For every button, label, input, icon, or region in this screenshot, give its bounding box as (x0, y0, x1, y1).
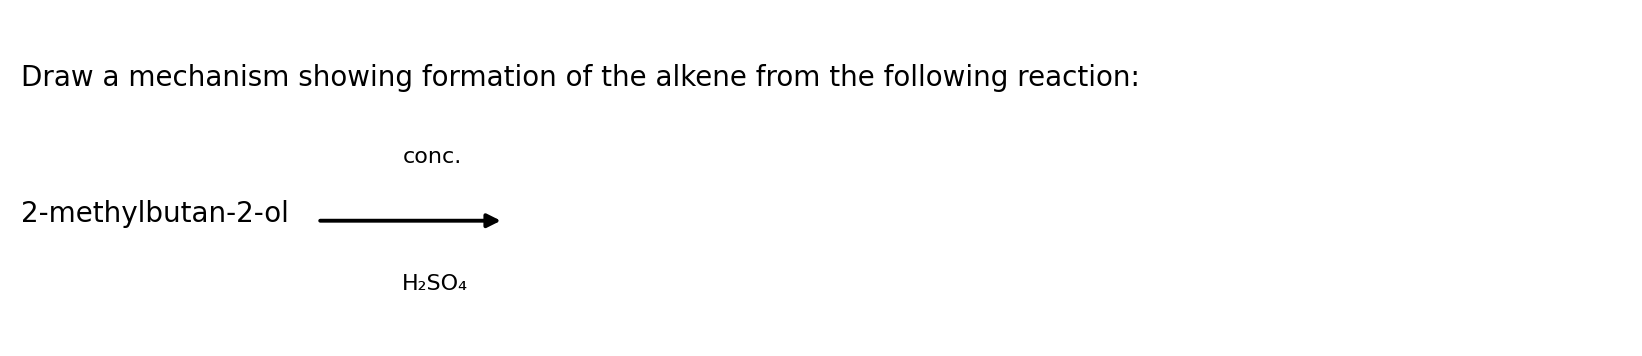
Text: 2-methylbutan-2-ol: 2-methylbutan-2-ol (21, 200, 289, 228)
Text: H₂SO₄: H₂SO₄ (402, 274, 468, 294)
Text: conc.: conc. (402, 147, 461, 167)
Text: Draw a mechanism showing formation of the alkene from the following reaction:: Draw a mechanism showing formation of th… (21, 64, 1140, 92)
